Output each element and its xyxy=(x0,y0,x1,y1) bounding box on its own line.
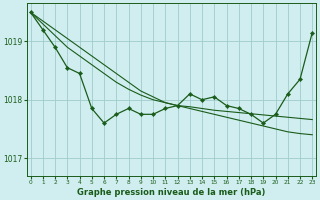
X-axis label: Graphe pression niveau de la mer (hPa): Graphe pression niveau de la mer (hPa) xyxy=(77,188,266,197)
